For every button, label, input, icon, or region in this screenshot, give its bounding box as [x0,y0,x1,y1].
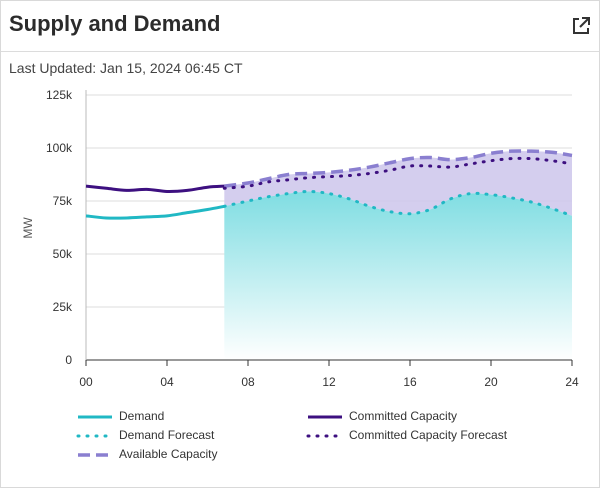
demand-forecast-area [224,191,572,360]
committed-capacity-line [85,184,225,193]
demand-line [85,204,225,220]
y-tick-label: 75k [53,194,73,208]
x-tick-label: 04 [160,375,174,389]
x-tick-label: 20 [484,375,498,389]
y-tick-label: 50k [53,247,73,261]
y-tick-label: 125k [46,88,73,102]
y-axis-label: MW [21,217,35,239]
x-tick-label: 00 [79,375,93,389]
x-tick-label: 12 [322,375,336,389]
legend-label-demand-forecast[interactable]: Demand Forecast [119,428,215,442]
y-tick-label: 0 [65,353,72,367]
external-link-icon[interactable] [571,16,591,36]
legend-label-committed-capacity-forecast[interactable]: Committed Capacity Forecast [349,428,508,442]
x-tick-label: 08 [241,375,255,389]
card-title: Supply and Demand [9,11,221,36]
last-updated-label: Last Updated: Jan 15, 2024 06:45 CT [9,60,243,76]
x-tick-label: 16 [403,375,417,389]
legend-label-demand[interactable]: Demand [119,409,165,423]
legend-label-committed-capacity[interactable]: Committed Capacity [349,409,458,423]
y-tick-label: 25k [53,300,73,314]
available-capacity-line [224,149,573,188]
x-tick-label: 24 [565,375,579,389]
card-header: Supply and Demand [1,1,599,52]
capacity-band-area [224,150,572,216]
demand-forecast-line [222,189,574,218]
committed-capacity-forecast-line [222,156,574,190]
legend-label-available-capacity[interactable]: Available Capacity [119,447,218,461]
y-tick-label: 100k [46,141,73,155]
